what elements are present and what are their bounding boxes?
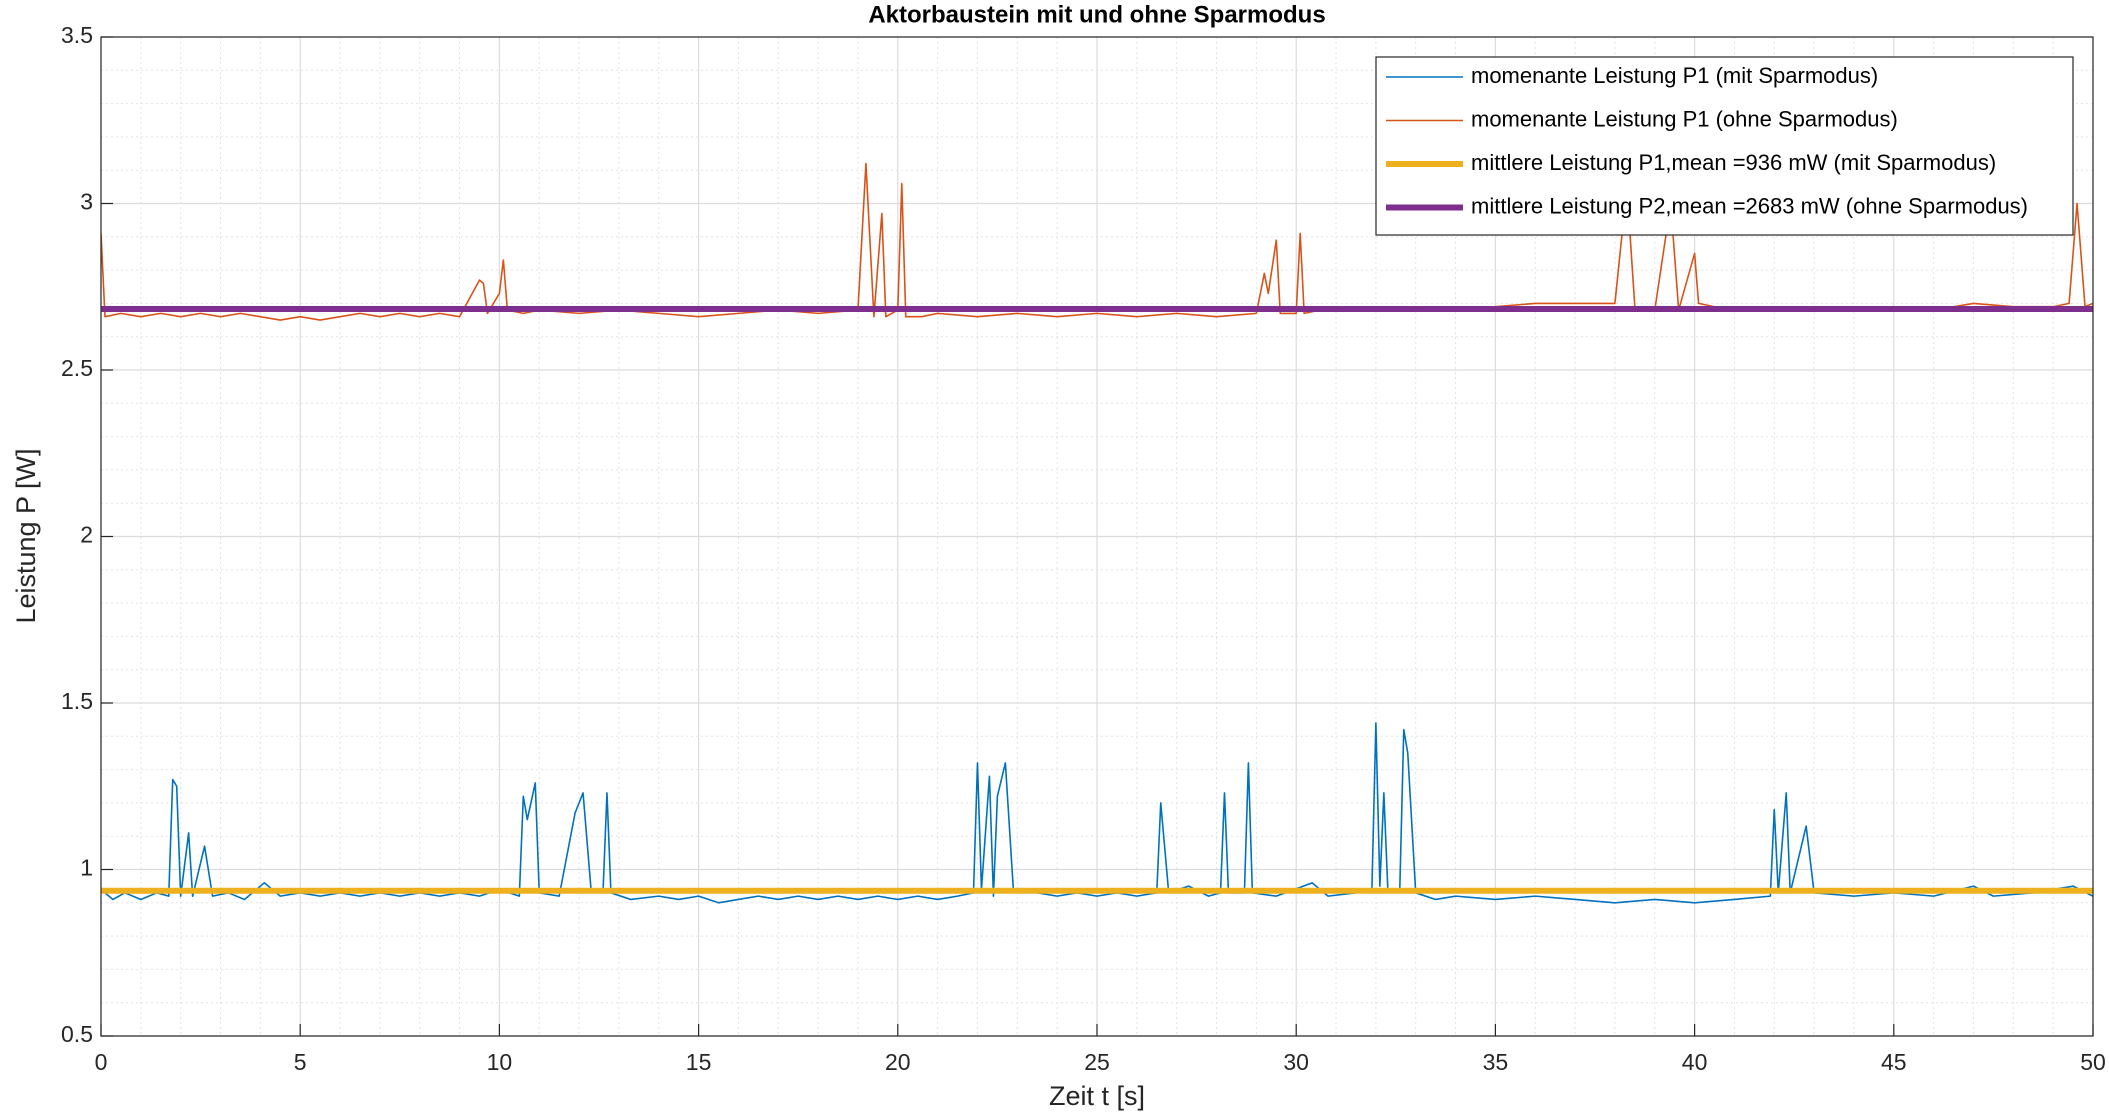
legend-label: momenante Leistung P1 (mit Sparmodus) bbox=[1471, 63, 1878, 88]
lines bbox=[101, 162, 2093, 904]
legend-label: mittlere Leistung P1,mean =936 mW (mit S… bbox=[1471, 150, 1996, 175]
x-axis-label: Zeit t [s] bbox=[1049, 1081, 1145, 1111]
y-tick-label: 1 bbox=[80, 855, 93, 881]
x-tick-label: 5 bbox=[294, 1049, 307, 1075]
legend-label: mittlere Leistung P2,mean =2683 mW (ohne… bbox=[1471, 193, 2028, 218]
legend: momenante Leistung P1 (mit Sparmodus) mom… bbox=[1375, 56, 2074, 236]
x-tick-label: 30 bbox=[1283, 1049, 1309, 1075]
y-tick-label: 2 bbox=[80, 522, 93, 548]
x-tick-label: 0 bbox=[95, 1049, 108, 1075]
x-tick-label: 45 bbox=[1881, 1049, 1907, 1075]
x-tick-label: 25 bbox=[1084, 1049, 1110, 1075]
x-tick-label: 20 bbox=[885, 1049, 911, 1075]
x-tick-label: 50 bbox=[2080, 1049, 2106, 1075]
x-tick-label: 35 bbox=[1483, 1049, 1509, 1075]
y-tick-label: 3.5 bbox=[61, 22, 93, 48]
y-axis-label: Leistung P [W] bbox=[11, 448, 41, 623]
ticks: 0 5 10 15 20 25 30 35 40 45 50 0.5 1 1.5 2 2.5 3 3.5 bbox=[61, 22, 2106, 1075]
data-line bbox=[101, 162, 2093, 321]
chart-title: Aktorbaustein mit und ohne Sparmodus bbox=[868, 1, 1325, 28]
x-tick-label: 15 bbox=[686, 1049, 712, 1075]
x-tick-label: 40 bbox=[1682, 1049, 1708, 1075]
y-tick-label: 0.5 bbox=[61, 1021, 93, 1047]
y-tick-label: 3 bbox=[80, 189, 93, 215]
y-tick-label: 2.5 bbox=[61, 355, 93, 381]
legend-label: momenante Leistung P1 (ohne Sparmodus) bbox=[1471, 106, 1898, 131]
x-tick-label: 10 bbox=[487, 1049, 513, 1075]
legend-box bbox=[1375, 56, 2074, 236]
y-tick-label: 1.5 bbox=[61, 688, 93, 714]
